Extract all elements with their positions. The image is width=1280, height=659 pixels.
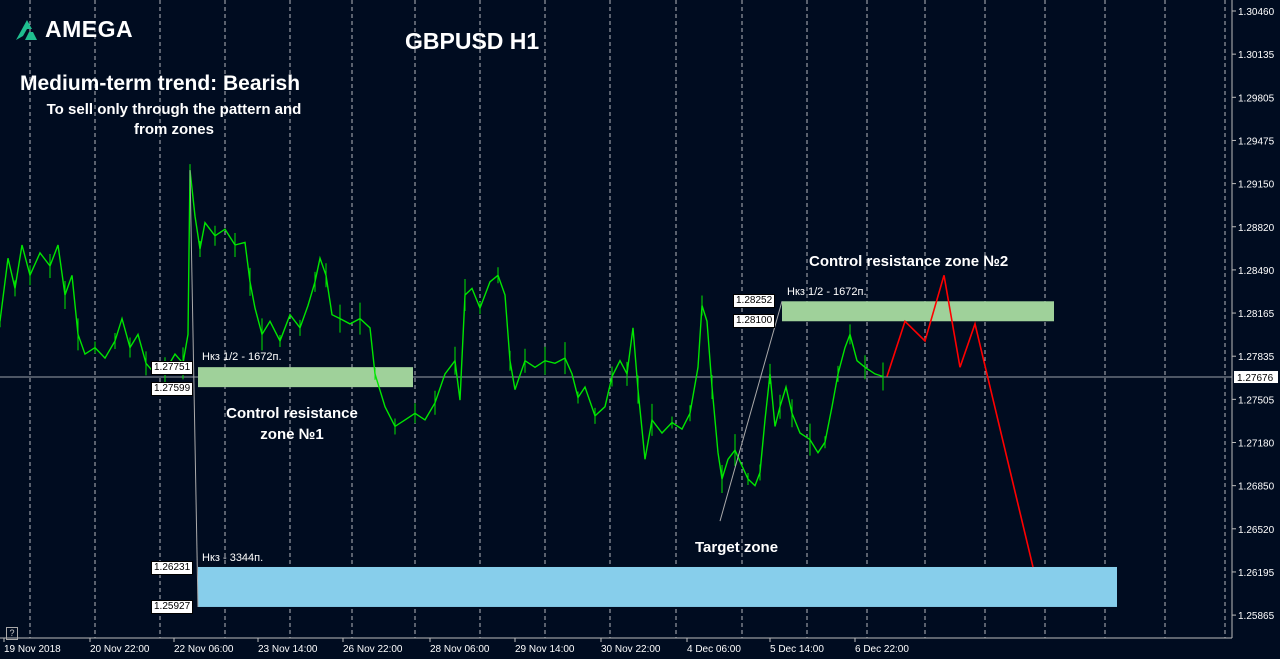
y-tick-label: 1.26850: [1238, 482, 1275, 493]
x-tick-label: 19 Nov 2018: [4, 644, 61, 655]
chart-title: GBPUSD H1: [405, 28, 540, 54]
current-price-box: [1234, 371, 1278, 384]
target-note: Нкз - 3344п.: [202, 552, 264, 564]
x-tick-label: 22 Nov 06:00: [174, 644, 234, 655]
forecast-line: [886, 275, 1034, 568]
y-tick-label: 1.30135: [1238, 50, 1275, 61]
zone-rect: [782, 301, 1054, 322]
zone1-label: Control resistance zone №1: [226, 405, 358, 443]
x-tick-label: 30 Nov 22:00: [601, 644, 661, 655]
y-tick-label: 1.27835: [1238, 352, 1275, 363]
zone1-bottom-price: 1.27599: [151, 382, 194, 396]
y-tick-label: 1.28165: [1238, 309, 1275, 320]
x-tick-label: 4 Dec 06:00: [687, 644, 741, 655]
y-tick-label: 1.27505: [1238, 395, 1275, 406]
x-tick-label: 6 Dec 22:00: [855, 644, 909, 655]
x-tick-label: 23 Nov 14:00: [258, 644, 318, 655]
x-tick-label: 28 Nov 06:00: [430, 644, 490, 655]
x-tick-label: 26 Nov 22:00: [343, 644, 403, 655]
fib-line: [189, 170, 199, 607]
sell-note: To sell only through the pattern and fro…: [46, 101, 302, 138]
current-price-label: 1.27676: [1237, 373, 1274, 384]
zone2-label: Control resistance zone №2: [809, 253, 1009, 270]
y-tick-label: 1.26195: [1238, 568, 1275, 579]
zone1-note: Нкз 1/2 - 1672п.: [202, 351, 282, 363]
target-top-price: 1.26231: [151, 561, 194, 575]
y-tick-label: 1.29150: [1238, 180, 1275, 191]
x-tick-label: 29 Nov 14:00: [515, 644, 575, 655]
brand: AMEGA: [14, 16, 133, 43]
y-tick-label: 1.27180: [1238, 439, 1275, 450]
target-label: Target zone: [695, 539, 779, 556]
brand-name: AMEGA: [45, 16, 134, 42]
zone2-note: Нкз 1/2 - 1672п.: [787, 286, 867, 298]
zone2-top-price: 1.28252: [733, 294, 776, 308]
y-tick-label: 1.26520: [1238, 525, 1275, 536]
y-tick-label: 1.28820: [1238, 223, 1275, 234]
zone1-top-price: 1.27751: [151, 361, 194, 375]
zone2-bottom-price: 1.28100: [733, 314, 776, 328]
y-tick-label: 1.25865: [1238, 611, 1275, 622]
help-icon[interactable]: ?: [6, 627, 18, 640]
y-tick-label: 1.29805: [1238, 93, 1275, 104]
zone-rect: [198, 367, 413, 388]
x-tick-label: 20 Nov 22:00: [90, 644, 150, 655]
target-bottom-price: 1.25927: [151, 600, 194, 614]
trend-label: Medium-term trend: Bearish: [20, 72, 301, 95]
y-tick-label: 1.30460: [1238, 7, 1275, 18]
fib-line: [719, 301, 783, 522]
y-tick-label: 1.29475: [1238, 136, 1275, 147]
y-tick-label: 1.28490: [1238, 266, 1275, 277]
amega-logo-icon: [16, 19, 37, 40]
x-tick-label: 5 Dec 14:00: [770, 644, 824, 655]
zone-rect: [198, 566, 1117, 607]
